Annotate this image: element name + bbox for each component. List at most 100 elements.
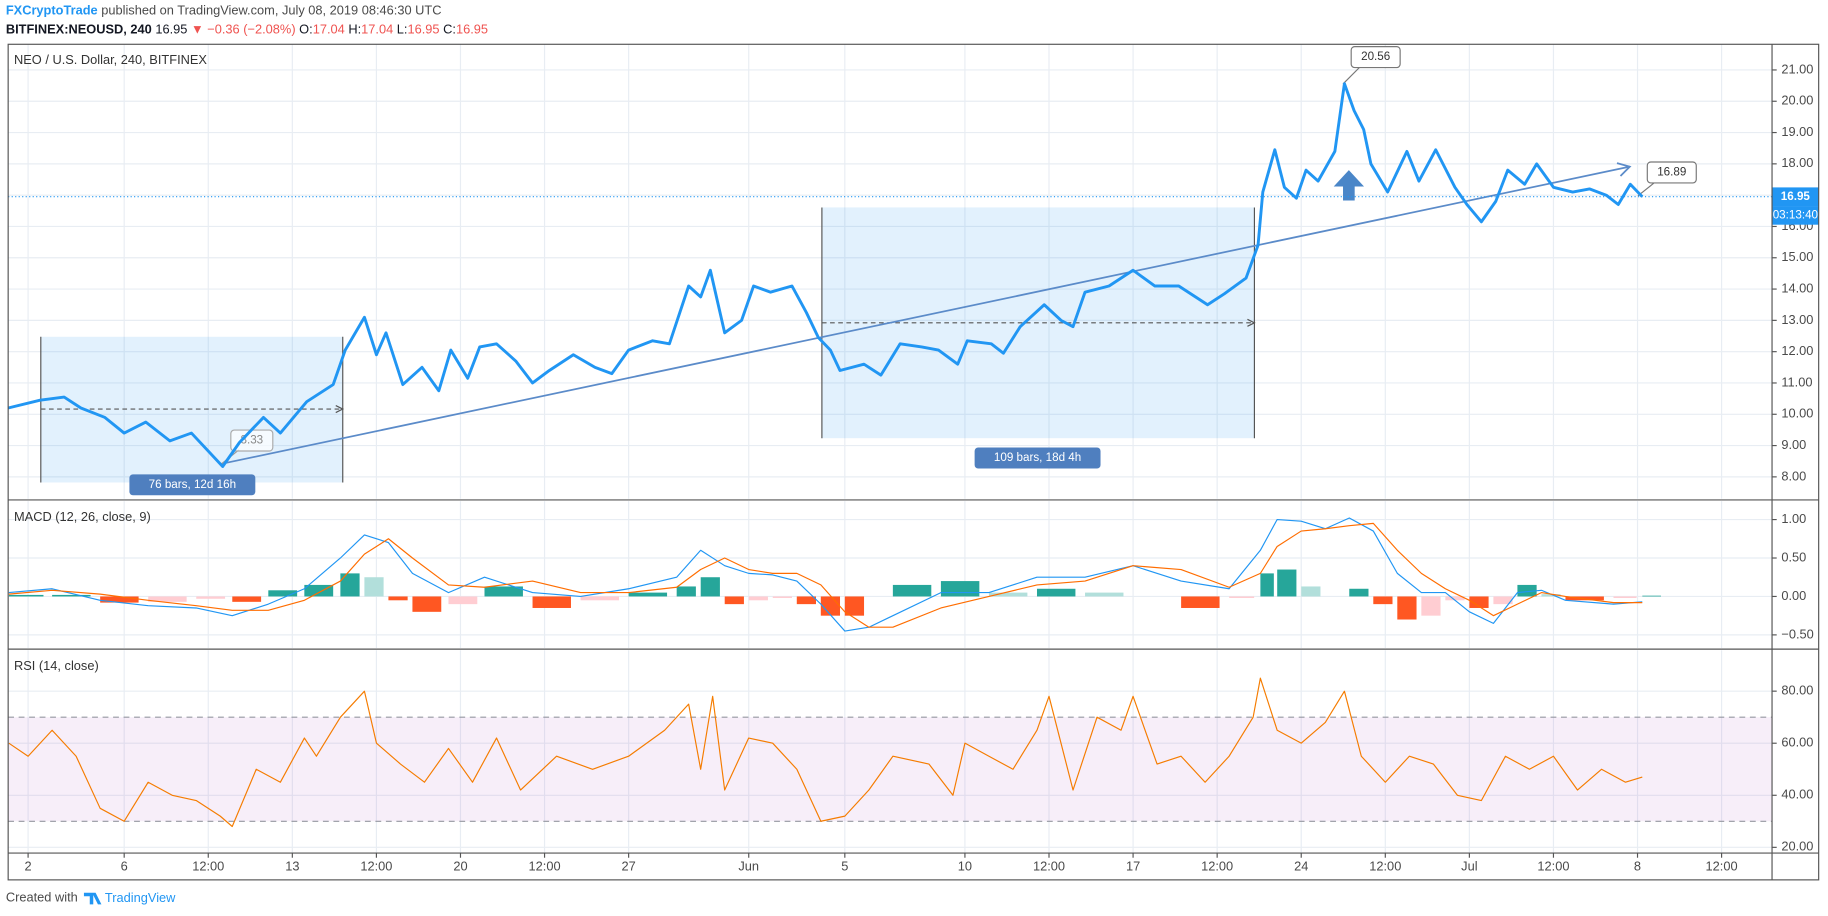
histogram-bar [988,592,1028,597]
y-tick-label: 20.00 [1781,93,1813,108]
histogram-bar [940,581,980,597]
price-callout-box [1350,46,1401,69]
range-label-text: 76 bars, 12d 16h [149,478,236,491]
o-label: O: [299,22,313,37]
histogram-bar [8,594,44,597]
histogram-bar [1301,586,1321,597]
published: published on TradingView.com, July 08, 2… [101,3,441,18]
line [8,677,1643,828]
y-tick-label: 12.00 [1781,343,1813,358]
histogram-bar [532,596,571,608]
price-callout: 20.56 [1350,46,1401,69]
y-tick-label: 8.00 [1781,468,1806,483]
pane-title: MACD (12, 26, close, 9) [14,509,151,524]
footer-text: Created with [6,890,78,905]
x-tick-label: 12:00 [1369,858,1401,873]
trend-line [221,165,1630,465]
y-tick-label: 1.00 [1781,511,1806,526]
x-tick-label: 12:00 [1033,858,1065,873]
histogram-bar [1469,596,1489,608]
range-label: 76 bars, 12d 16h [129,474,256,496]
histogram-bar [1642,595,1661,597]
histogram-bar [448,596,478,605]
histogram-bar [268,590,298,597]
y-tick-label: 18.00 [1781,155,1813,170]
y-tick-label: 19.00 [1781,124,1813,139]
direction: ▼ [191,22,204,37]
histogram-bar [820,596,841,616]
last-price-box [1772,187,1819,207]
histogram-bar [1445,596,1465,601]
histogram-bar [1085,592,1124,597]
header-line1: FXCryptoTrade published on TradingView.c… [6,3,442,18]
change: −0.36 (−2.08%) [207,22,295,37]
l-value: 16.95 [408,22,440,37]
symbol: BITFINEX:NEOUSD, 240 [6,22,152,37]
histogram-bar [100,596,139,603]
y-tick-label: 60.00 [1781,735,1813,750]
range-label: 109 bars, 18d 4h [974,447,1101,469]
y-tick-label: 15.00 [1781,249,1813,264]
x-tick-label: 12:00 [192,858,224,873]
x-tick-label: 24 [1294,858,1308,873]
histogram-bar [1229,596,1255,598]
callout-pointer [1342,64,1363,85]
x-tick-label: 2 [25,858,32,873]
o-value: 17.04 [313,22,345,37]
range-label-text: 109 bars, 18d 4h [994,451,1081,464]
c-value: 16.95 [456,22,488,37]
x-tick-label: Jul [1461,858,1477,873]
x-tick-label: 12:00 [1706,858,1738,873]
histogram-bar [412,596,442,612]
y-tick-label: 10.00 [1781,406,1813,421]
plots: 8.00 9.00 10.00 11.00 12.00 13.00 14.00 15.00 16… [7,44,1819,873]
brand-logo [83,892,102,905]
price-callout-text: 20.56 [1361,50,1390,63]
x-tick-label: 10 [958,858,972,873]
y-tick-label: 13.00 [1781,312,1813,327]
y-tick-label: 40.00 [1781,787,1813,802]
frame [7,43,1820,881]
x-tick-label: Jun [738,858,759,873]
histogram-bar [1493,596,1513,605]
line [7,82,1644,468]
trend-arrow [1616,162,1632,177]
histogram-bar [1613,596,1637,598]
histogram-bar [52,594,91,597]
x-tick-label: 12:00 [529,858,561,873]
price-callout: 16.89 [1646,161,1697,184]
histogram-bar [1277,569,1297,597]
histogram-bar [748,596,768,601]
histogram-bar [364,577,384,597]
histogram-bar [1397,596,1417,620]
histogram-bar [1541,594,1561,597]
histogram-bar [772,596,792,598]
author[interactable]: FXCryptoTrade [6,3,98,18]
signal-arrow [1333,170,1365,201]
range-label-box [974,447,1101,469]
footer: Created with [6,890,78,905]
y-tick-label: 11.00 [1781,374,1812,389]
histogram-bar [676,586,696,597]
y-tick-label: 21.00 [1781,61,1813,76]
price-callout-text: 8.33 [240,434,263,447]
x-tick-label: 12:00 [1201,858,1233,873]
histogram-bar [304,584,334,597]
x-tick-label: 12:00 [1537,858,1569,873]
x-tick-label: 8 [1634,858,1641,873]
histogram-bar [1517,584,1537,597]
histogram-bar [196,596,226,599]
y-tick-label: 0.50 [1781,549,1806,564]
footer-brand[interactable]: TradingView [105,890,176,905]
x-tick-label: 17 [1126,858,1140,873]
histogram-bar [1260,573,1274,597]
h-value: 17.04 [361,22,393,37]
y-tick-label: 14.00 [1781,280,1813,295]
x-tick-label: 13 [285,858,299,873]
last: 16.95 [155,22,187,37]
histogram-bar [700,577,720,597]
rsi-band [8,717,1773,822]
